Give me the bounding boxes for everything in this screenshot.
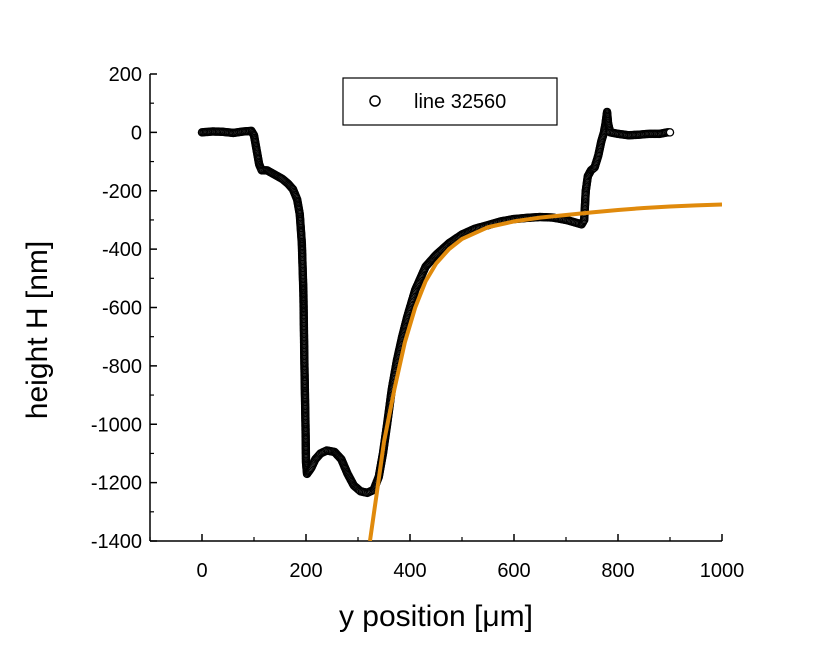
y-ticks: 200 0 -200 -400 -600 -800 -1000 -1200 -1400 [91,64,157,553]
data-point [665,128,675,137]
y-tick-label: -1200 [91,473,142,495]
y-tick-label: -400 [102,239,142,261]
x-ticks: 0 200 400 600 800 1000 [149,534,745,582]
y-tick-label: -800 [102,356,142,378]
x-tick-label: 800 [601,560,634,582]
x-tick-label: 1000 [700,560,745,582]
x-tick-label: 600 [497,560,530,582]
y-tick-label: -200 [102,181,142,203]
y-axis-title: height H [nm] [21,241,54,419]
x-tick-label: 0 [196,560,207,582]
data-series-line-32560 [197,107,675,498]
x-axis-title: y position [μm] [339,600,533,633]
y-tick-label: -1000 [91,414,142,436]
y-tick-label: 200 [109,64,142,86]
x-tick-label: 400 [393,560,426,582]
legend-marker-icon [369,95,381,107]
legend: line 32560 [342,77,558,126]
y-tick-label: -600 [102,298,142,320]
legend-label: line 32560 [414,91,506,113]
y-tick-label: 0 [131,122,142,144]
x-tick-label: 200 [289,560,322,582]
plot-area [197,107,722,541]
fit-curve [367,202,722,541]
y-tick-label: -1400 [91,531,142,553]
